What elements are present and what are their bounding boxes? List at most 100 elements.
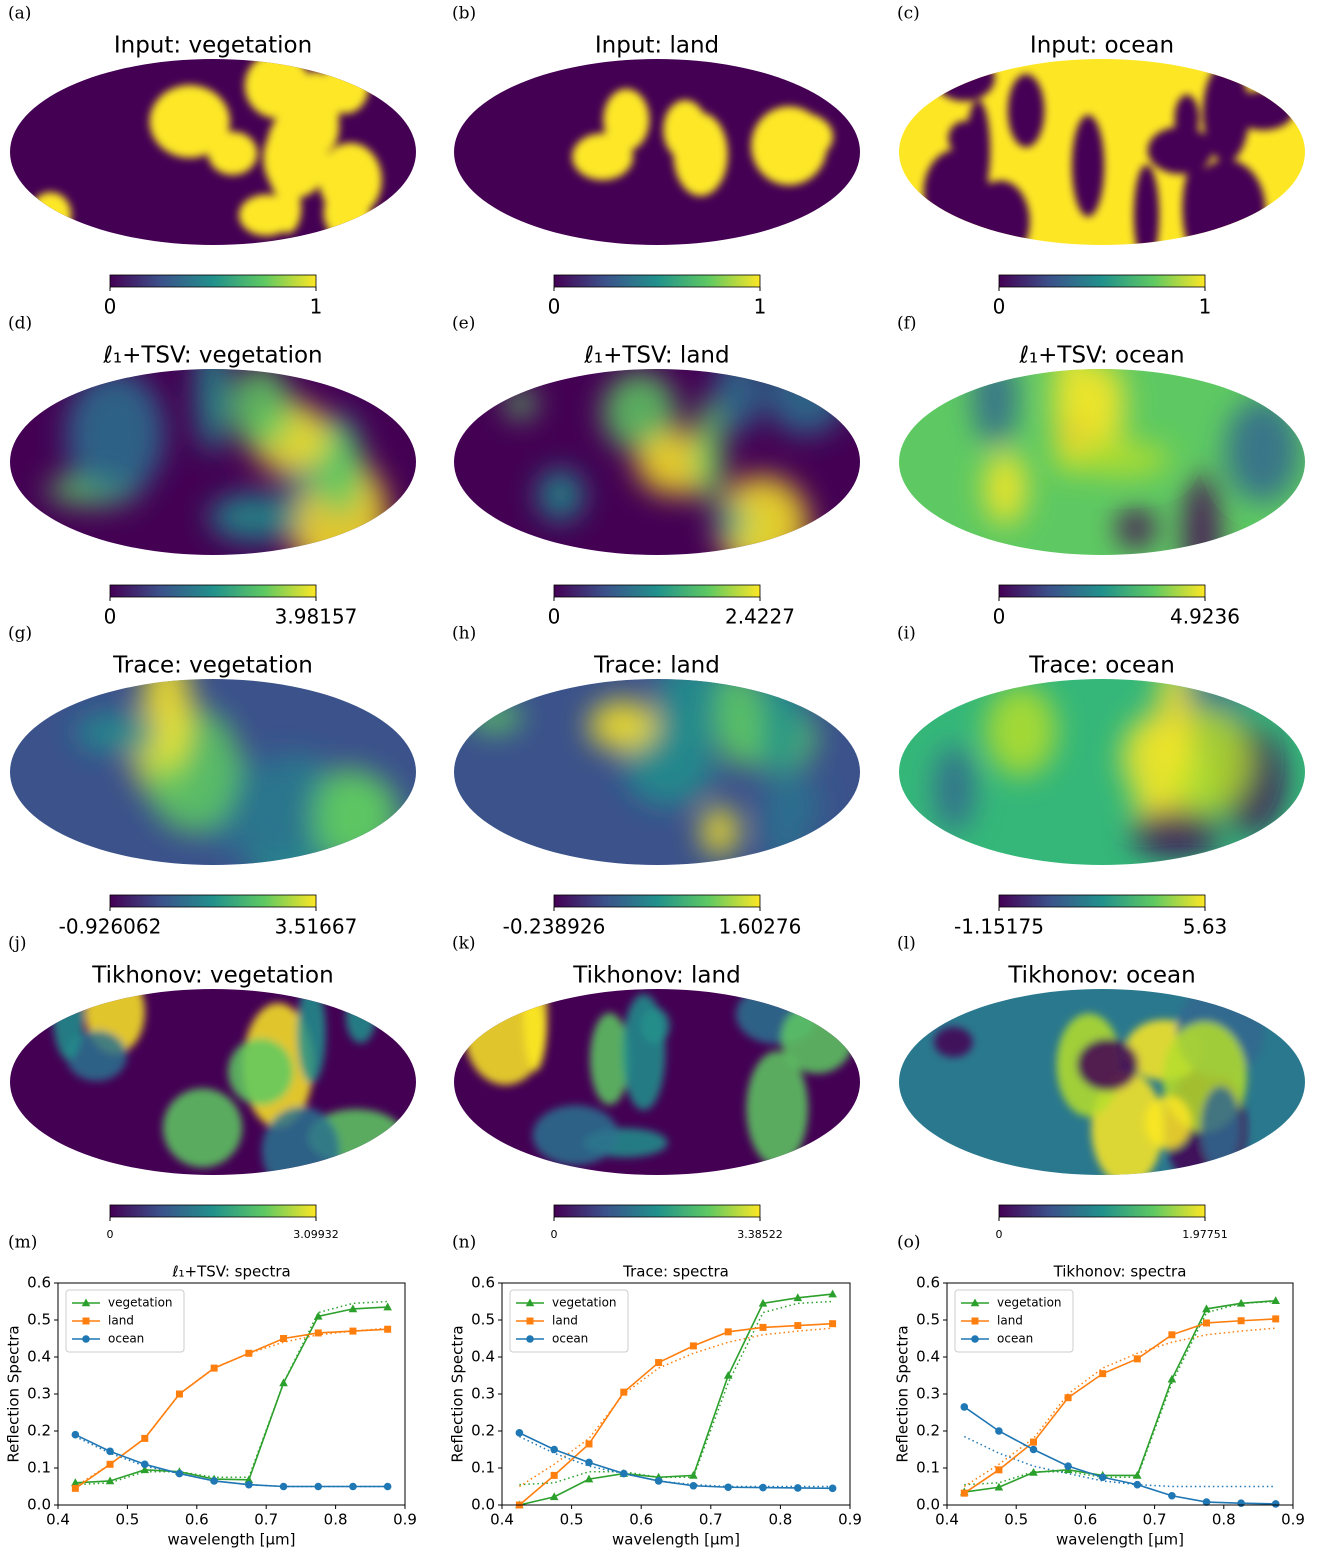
colorbar-tick-label: 0 (104, 605, 117, 629)
map-feature (1052, 369, 1095, 462)
marker (349, 1482, 357, 1491)
colorbar (998, 274, 1206, 288)
marker (585, 1440, 593, 1448)
map-feature (66, 1030, 127, 1082)
colorbar-tick-label: 2.4227 (725, 605, 795, 629)
map-feature (1144, 1095, 1192, 1150)
colorbar-tick-label: 4.9236 (1170, 605, 1240, 629)
panel-label: (b) (452, 4, 476, 24)
map-feature (1133, 164, 1160, 245)
map-feature (505, 389, 536, 419)
map (10, 369, 416, 555)
map-feature (572, 133, 634, 181)
chart-title: ℓ₁+TSV: spectra (171, 1263, 290, 1281)
y-tick-label: 0.6 (471, 1274, 495, 1292)
map-feature (933, 1026, 973, 1058)
marker (1202, 1304, 1211, 1313)
marker (550, 1471, 558, 1479)
marker (210, 1477, 218, 1485)
reference-line (75, 1300, 388, 1486)
panel-label: (l) (897, 934, 916, 954)
marker (620, 1469, 628, 1478)
marker (1237, 1499, 1245, 1507)
marker (349, 1327, 357, 1335)
marker (585, 1458, 593, 1467)
marker (71, 1478, 80, 1487)
chart-title: Trace: spectra (622, 1263, 729, 1281)
map-feature (296, 989, 326, 1084)
marker (1237, 1317, 1245, 1325)
marker (175, 1390, 183, 1398)
x-tick-label: 0.4 (46, 1511, 70, 1529)
x-tick-label: 0.9 (393, 1511, 417, 1529)
legend-box (509, 1289, 629, 1353)
map-feature (693, 398, 724, 505)
map-feature (588, 699, 658, 752)
x-tick-label: 0.7 (1143, 1511, 1167, 1529)
map-title: Tikhonov: land (572, 963, 740, 989)
x-tick-label: 0.4 (490, 1511, 514, 1529)
series-line (74, 1328, 388, 1490)
legend-label: ocean (552, 1332, 588, 1346)
x-tick-label: 0.9 (838, 1511, 862, 1529)
map-feature (590, 1012, 630, 1105)
y-tick-label: 0.4 (471, 1348, 495, 1366)
y-tick-label: 0.1 (471, 1459, 495, 1477)
marker (995, 1466, 1003, 1474)
colorbar-tick-label: 0 (107, 1228, 114, 1241)
legend-marker (81, 1298, 91, 1307)
colorbar-tick-label: 0 (548, 605, 561, 629)
map-feature (52, 989, 85, 1060)
colorbar-tick-label: 5.63 (1183, 915, 1228, 939)
colorbar-tick-label: 3.09932 (293, 1228, 339, 1241)
legend-label: land (108, 1314, 134, 1328)
colorbar-tick-label: 3.38522 (737, 1228, 783, 1241)
panel-label: (i) (897, 624, 916, 644)
series-line (963, 1406, 1276, 1505)
marker (584, 1474, 594, 1483)
panel-label: (e) (452, 314, 475, 334)
map-feature (1147, 126, 1213, 174)
map-features (933, 679, 1285, 857)
map-features (972, 369, 1301, 555)
map-features (29, 59, 382, 241)
marker (515, 1429, 524, 1437)
marker (550, 1445, 558, 1454)
colorbar (553, 894, 761, 908)
y-tick-label: 0.1 (916, 1459, 940, 1477)
y-tick-label: 0.6 (27, 1274, 51, 1292)
x-axis-label: wavelength [μm] (167, 1531, 295, 1549)
x-tick-label: 0.6 (629, 1511, 653, 1529)
y-tick-label: 0.1 (27, 1459, 51, 1477)
map-feature (1007, 74, 1045, 148)
y-tick-label: 0.0 (916, 1496, 940, 1514)
x-tick-label: 0.5 (560, 1511, 584, 1529)
marker (1029, 1445, 1038, 1454)
y-tick-label: 0.3 (27, 1385, 51, 1403)
map-feature (746, 1051, 809, 1166)
reference-line (963, 1327, 1276, 1488)
map-feature (29, 192, 72, 238)
legend-label: ocean (997, 1332, 1033, 1346)
map-feature (305, 101, 340, 153)
legend-marker (526, 1317, 534, 1325)
panel-label: (o) (897, 1233, 921, 1253)
map-feature (701, 806, 739, 856)
y-tick-label: 0.0 (471, 1496, 495, 1514)
series-line (518, 1322, 833, 1506)
reference-line (518, 1327, 833, 1488)
x-tick-label: 0.9 (1281, 1511, 1305, 1529)
panel-label: (d) (8, 314, 32, 334)
map-feature (537, 469, 584, 521)
map (899, 679, 1305, 865)
marker (1168, 1331, 1176, 1339)
map-feature (311, 767, 385, 865)
marker (724, 1328, 732, 1336)
map-feature (162, 1088, 243, 1168)
y-tick-label: 0.3 (471, 1385, 495, 1403)
map-feature (663, 100, 708, 160)
marker (794, 1484, 802, 1492)
axes-frame (57, 1282, 406, 1506)
y-tick-label: 0.3 (916, 1385, 940, 1403)
marker (245, 1480, 253, 1489)
